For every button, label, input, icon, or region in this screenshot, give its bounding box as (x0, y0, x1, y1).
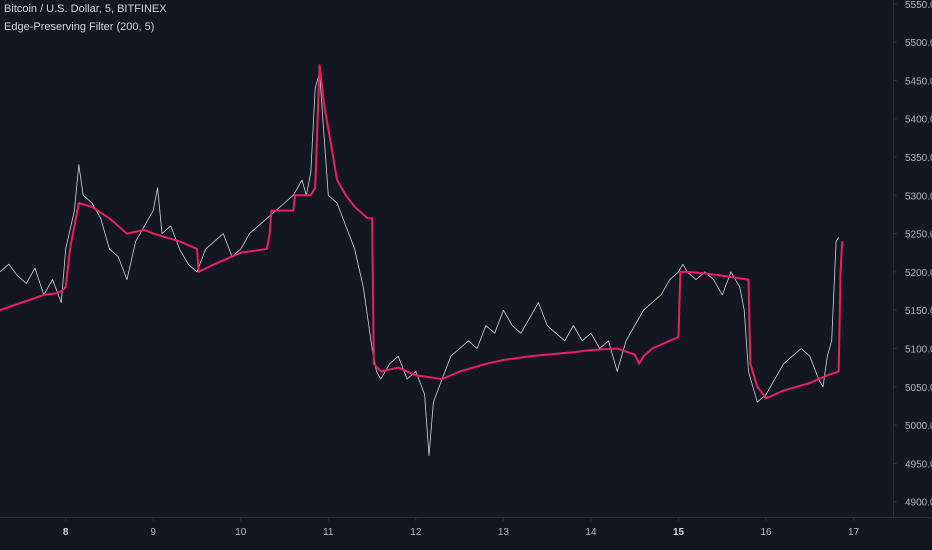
price-tick-label: 5200.0 (905, 268, 932, 279)
time-tick-label: 8 (63, 527, 69, 538)
filter-line[interactable] (0, 64, 844, 400)
time-tick-label: 16 (760, 527, 772, 538)
time-tick-label: 11 (323, 527, 334, 538)
price-line[interactable] (0, 72, 840, 457)
plot-area[interactable] (0, 64, 844, 457)
price-tick-label: 5350.0 (905, 153, 932, 164)
price-tick-label: 5300.0 (905, 191, 932, 202)
time-tick-label: 12 (410, 527, 422, 538)
time-tick-label: 14 (585, 527, 597, 538)
time-tick-label: 13 (498, 527, 510, 538)
time-tick-label: 17 (848, 527, 860, 538)
time-tick-label: 9 (150, 527, 156, 538)
time-axis[interactable]: 8 9 10 11 12 13 14 15 16 17 (0, 517, 932, 538)
time-tick-label: 10 (235, 527, 247, 538)
price-tick-label: 5000.0 (905, 421, 932, 432)
time-tick-label: 15 (673, 527, 685, 538)
price-tick-label: 5500.0 (905, 38, 932, 49)
price-tick-label: 5450.0 (905, 76, 932, 87)
symbol-title: Bitcoin / U.S. Dollar, 5, BITFINEX (4, 3, 167, 15)
price-tick-label: 5100.0 (905, 344, 932, 355)
price-tick-label: 5250.0 (905, 230, 932, 241)
price-tick-label: 4950.0 (905, 459, 932, 470)
price-axis[interactable]: 4900.0 4950.0 5000.0 5050.0 5100.0 5150.0 5200… (893, 0, 932, 517)
price-tick-label: 5400.0 (905, 115, 932, 126)
price-tick-label: 5550.0 (905, 0, 932, 11)
indicator-title: Edge-Preserving Filter (200, 5) (4, 21, 155, 33)
price-tick-label: 5050.0 (905, 383, 932, 394)
price-tick-label: 5150.0 (905, 306, 932, 317)
price-tick-label: 4900.0 (905, 498, 932, 509)
